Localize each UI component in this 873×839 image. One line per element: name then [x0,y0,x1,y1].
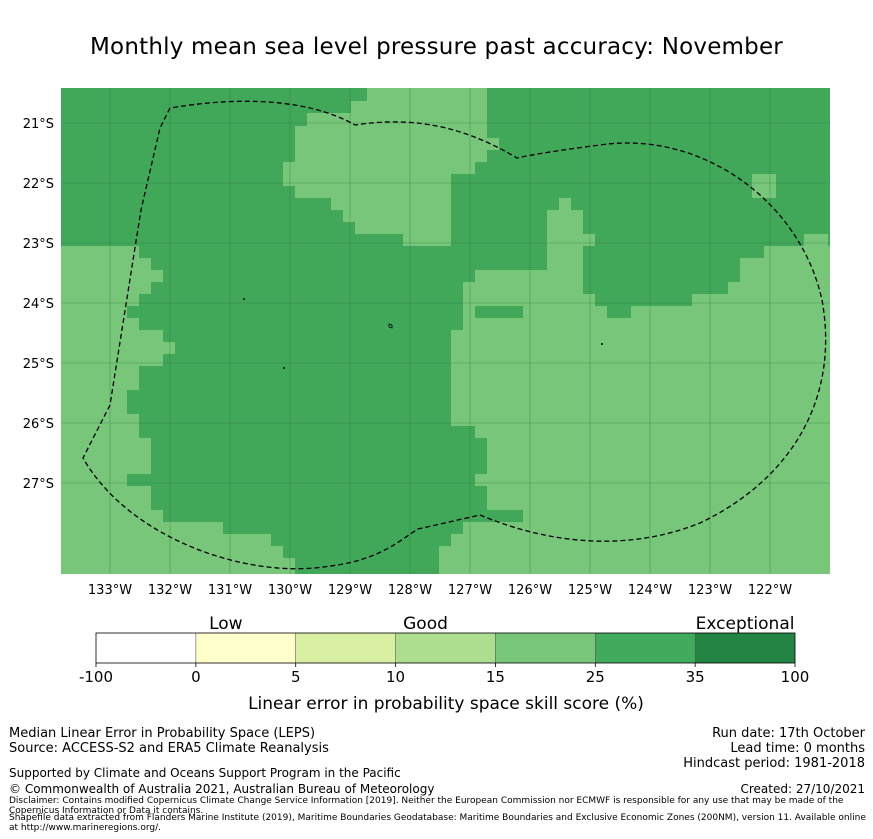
colorbar-tick-label: 100 [781,668,810,686]
longitude-label: 131°W [208,583,252,598]
island-oeno [242,297,245,300]
colorbar-tick-label: 0 [191,668,201,686]
colorbar-swatch [395,633,496,663]
longitude-label: 123°W [688,583,732,598]
longitude-label: 127°W [448,583,492,598]
latitude-label: 27°S [23,477,54,492]
longitude-label: 132°W [148,583,192,598]
longitude-label: 129°W [328,583,372,598]
colorbar-swatch [595,633,696,663]
colorbar-category-label: Exceptional [696,614,795,634]
colorbar-swatch [495,633,596,663]
longitude-label: 126°W [508,583,552,598]
colorbar-swatches [96,633,795,663]
skill-patch-light-east [752,174,776,198]
graticule [61,88,830,574]
colorbar-axis-title: Linear error in probability space skill … [248,694,644,714]
footer-hindcast: Hindcast period: 1981-2018 [683,756,865,771]
colorbar-tick-label: 5 [291,668,301,686]
latitude-label: 25°S [23,357,54,372]
colorbar-swatch [695,633,795,663]
skill-patch-medium-east [475,306,523,318]
skill-regions [61,88,830,574]
island-henderson [282,366,285,369]
longitude-labels: 133°W 132°W 131°W 130°W 129°W 128°W 127°W 126°W… [88,583,792,598]
footer-support: Supported by Climate and Oceans Support … [9,766,401,780]
latitude-labels: 21°S 22°S 23°S 24°S 25°S 26°S 27°S [23,117,54,492]
footer-lead-time: Lead time: 0 months [730,741,865,756]
colorbar-swatch [195,633,296,663]
eez-boundary [82,100,827,570]
latitude-label: 24°S [23,297,54,312]
longitude-label: 124°W [628,583,672,598]
map-panel [61,88,830,574]
longitude-label: 122°W [748,583,792,598]
colorbar: -100 0 5 10 15 25 35 100 Low Good Exceptional Lin… [79,614,809,714]
map-title: Monthly mean sea level pressure past acc… [90,34,783,60]
colorbar-tick-label: 25 [586,668,605,686]
longitude-label: 125°W [568,583,612,598]
footer-disclaimer: Disclaimer: Contains modified Copernicus… [9,796,844,816]
island-pitcairn [388,323,393,329]
colorbar-tick-label: 10 [386,668,405,686]
colorbar-tick-label: -100 [79,668,113,686]
colorbar-swatch [295,633,396,663]
footer-source: Source: ACCESS-S2 and ERA5 Climate Reana… [9,741,329,756]
footer-run-date: Run date: 17th October [712,726,865,741]
latitude-label: 23°S [23,237,54,252]
footer-copyright: © Commonwealth of Australia 2021, Austra… [9,782,435,796]
latitude-label: 22°S [23,177,54,192]
footer-metric: Median Linear Error in Probability Space… [9,726,316,741]
colorbar-tick-label: 15 [486,668,505,686]
colorbar-categories: Low Good Exceptional [209,614,794,634]
colorbar-frame [95,632,796,664]
latitude-label: 21°S [23,117,54,132]
longitude-label: 133°W [88,583,132,598]
islands [242,297,604,369]
longitude-label: 130°W [268,583,312,598]
longitude-label: 128°W [388,583,432,598]
colorbar-swatch [96,633,196,663]
colorbar-category-label: Low [209,614,243,634]
colorbar-tick-label: 35 [686,668,705,686]
footer-created: Created: 27/10/2021 [740,782,865,796]
colorbar-category-label: Good [403,614,448,634]
latitude-label: 26°S [23,417,54,432]
colorbar-ticks: -100 0 5 10 15 25 35 100 [79,663,809,686]
skill-region-medium-west [61,88,830,574]
island-ducie [601,342,604,345]
footer-shapefile: Shapefile data extracted from Flanders M… [9,813,866,833]
